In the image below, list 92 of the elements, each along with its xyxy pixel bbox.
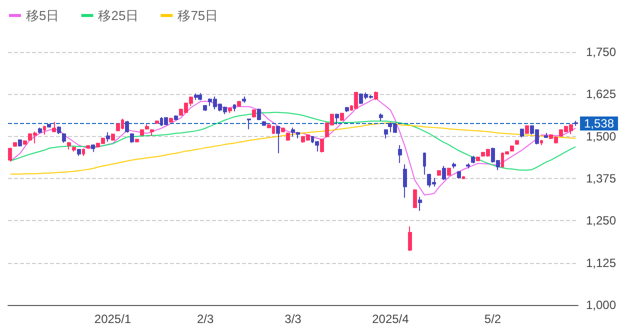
x-tick-label: 5/2: [484, 312, 502, 326]
y-tick-label: 1,250: [586, 214, 616, 228]
candlestick: [82, 148, 85, 156]
candlestick: [242, 96, 246, 104]
candlestick: [462, 176, 465, 180]
candlestick: [403, 164, 407, 198]
candlestick: [164, 116, 168, 126]
candlestick: [413, 188, 417, 209]
candlestick: [72, 146, 76, 152]
candlestick: [111, 133, 115, 142]
x-tick-label: 2/3: [196, 312, 214, 326]
candlestick: [52, 121, 56, 133]
ref-line-label: 1,538: [584, 116, 614, 131]
y-tick-label: 1,625: [586, 87, 616, 102]
candlestick: [398, 144, 402, 164]
candlestick: [203, 104, 207, 112]
candlestick: [442, 166, 446, 181]
candlestick: [228, 107, 232, 114]
candlestick: [47, 123, 51, 128]
candlestick: [198, 92, 202, 101]
candlestick: [452, 162, 456, 169]
candlestick: [116, 122, 120, 132]
line-series: [10, 112, 576, 171]
candlestick: [408, 226, 412, 252]
candlestick: [574, 120, 578, 126]
candlestick: [340, 112, 344, 122]
candlestick: [57, 126, 61, 134]
candlestick: [18, 138, 22, 147]
legend-label: 移5日: [26, 8, 60, 23]
candlestick: [174, 114, 178, 121]
candlestick: [86, 144, 90, 149]
candlestick: [43, 125, 46, 136]
candlestick: [540, 140, 543, 146]
candlestick: [233, 104, 236, 112]
legend-label: 移25日: [98, 8, 139, 23]
x-tick-label: 2025/4: [372, 312, 410, 326]
candlestick: [466, 162, 470, 169]
candlestick: [286, 132, 290, 142]
line-series: [10, 122, 576, 175]
y-tick-label: 1,750: [586, 45, 616, 59]
x-tick-label: 3/3: [284, 312, 302, 326]
candlestick: [515, 140, 519, 146]
candlestick: [62, 132, 66, 144]
candlestick: [335, 113, 339, 126]
candlestick: [91, 144, 95, 152]
candlestick: [457, 170, 461, 179]
x-tick-label: 2025/1: [94, 312, 132, 326]
candlestick: [447, 167, 451, 176]
candlestick: [23, 140, 27, 146]
candlestick: [130, 132, 134, 144]
candlestick: [423, 152, 426, 176]
candlestick: [106, 132, 110, 142]
candlestick: [379, 112, 383, 122]
candlestick: [520, 128, 524, 138]
candlestick: [510, 144, 514, 152]
candlestick: [145, 124, 149, 130]
candlestick: [374, 90, 378, 100]
candlestick: [169, 117, 173, 124]
candlestick: [140, 128, 144, 136]
candlestick: [194, 92, 198, 100]
legend-label: 移75日: [178, 8, 218, 23]
candlestick: [77, 148, 81, 156]
y-tick-label: 1,375: [586, 172, 616, 186]
candlestick: [252, 108, 256, 118]
y-tick-label: 1,000: [586, 298, 616, 312]
candlestick: [125, 120, 129, 134]
line-series: [10, 98, 576, 196]
candlestick: [281, 127, 285, 133]
candlestick: [155, 120, 159, 124]
candlestick: [247, 118, 251, 130]
y-tick-label: 1,125: [586, 256, 616, 270]
candlestick: [418, 196, 422, 212]
candlestick: [135, 138, 139, 143]
candlestick: [525, 124, 529, 134]
candlestick: [67, 142, 71, 150]
candlestick: [345, 106, 349, 113]
candlestick: [471, 155, 475, 164]
candlestick: [150, 128, 154, 136]
candlestick: [320, 138, 324, 154]
candlestick: [354, 91, 358, 110]
candlestick: [476, 156, 480, 162]
candlestick: [257, 108, 261, 121]
candlestick: [13, 142, 17, 148]
candlestick: [544, 132, 548, 139]
candlestick: [8, 147, 12, 162]
candlestick: [437, 170, 441, 176]
candlestick: [237, 100, 241, 108]
candlestick: [276, 125, 280, 154]
candlestick: [262, 120, 266, 126]
candlestick: [38, 127, 42, 134]
candlestick: [384, 128, 388, 139]
y-tick-label: 1,500: [586, 129, 616, 144]
